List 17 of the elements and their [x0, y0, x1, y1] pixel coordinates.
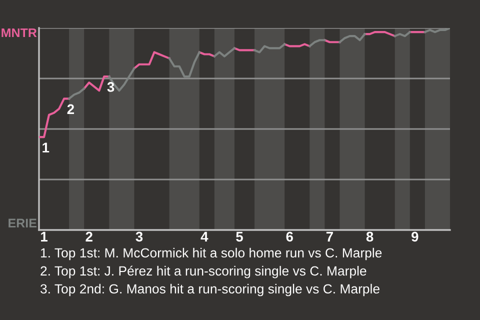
- text: 1. Top 1st: M. McCormick hit a solo home run vs C. Marple: [41, 248, 382, 260]
- text: ERIE: [8, 218, 36, 228]
- x-tick-label: 5: [236, 232, 243, 242]
- x-tick-label: 3: [136, 232, 143, 242]
- text: MNTR: [2, 28, 37, 38]
- annotation: 1: [42, 142, 50, 152]
- x-tick-label: 6: [286, 232, 293, 242]
- x-tick-label: 7: [326, 232, 333, 242]
- x-tick-label: 4: [200, 232, 208, 242]
- x-tick-label: 2: [86, 232, 92, 242]
- text: 3. Top 2nd: G. Manos hit a run-scoring single vs C. Marple: [40, 284, 380, 296]
- x-tick-label: 9: [412, 232, 418, 242]
- x-tick-label: 1: [41, 232, 48, 242]
- text: 2. Top 1st: J. Pérez hit a run-scoring single vs C. Marple: [40, 266, 366, 278]
- annotation: 3: [107, 82, 114, 92]
- annotation: 2: [67, 104, 74, 114]
- x-tick-label: 8: [366, 232, 374, 242]
